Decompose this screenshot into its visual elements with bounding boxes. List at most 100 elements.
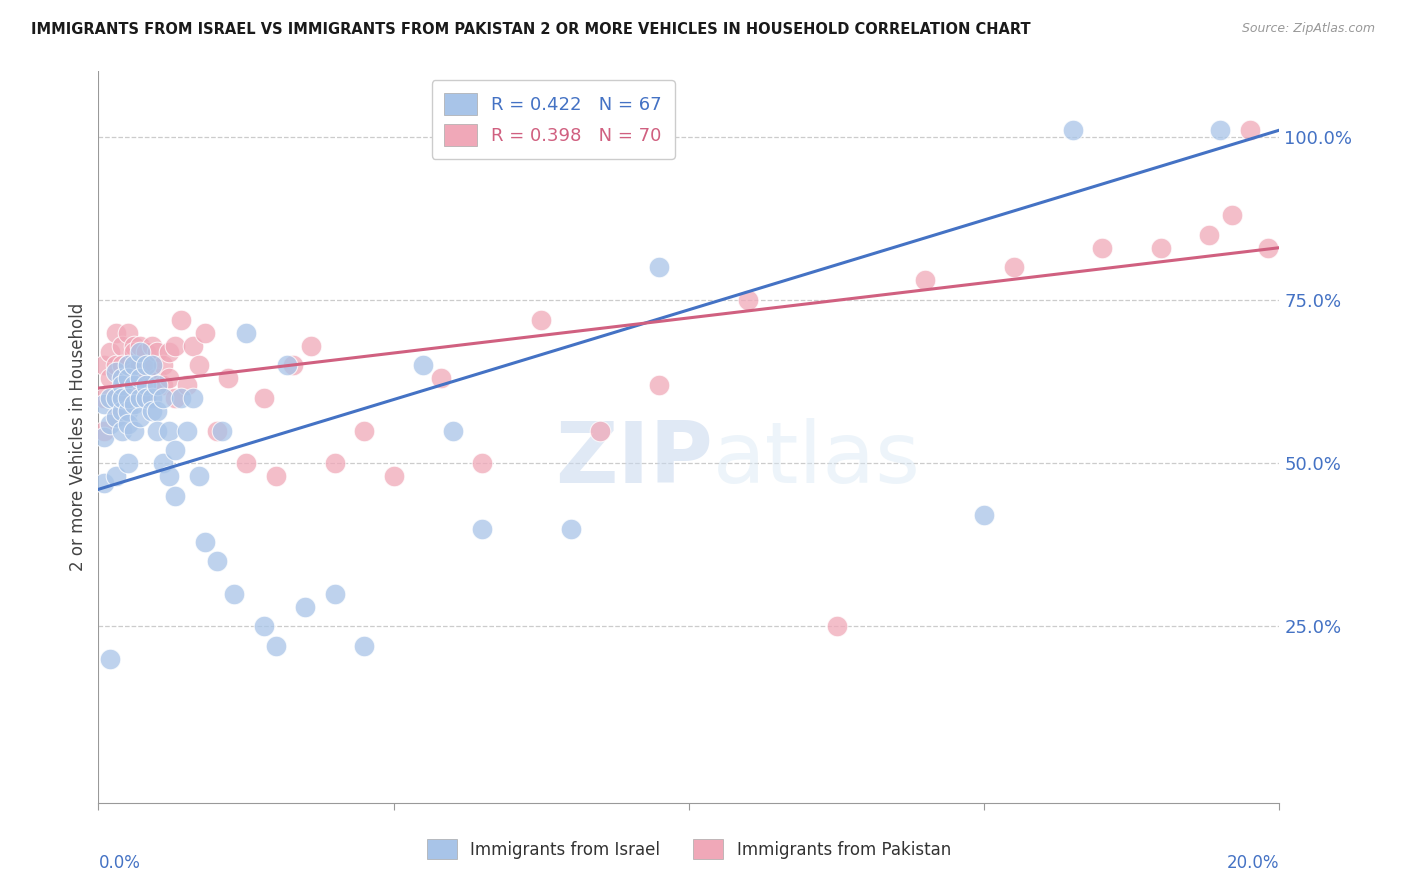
Point bbox=[264, 469, 287, 483]
Point bbox=[253, 619, 276, 633]
Point bbox=[111, 391, 134, 405]
Point bbox=[128, 377, 150, 392]
Point bbox=[122, 377, 145, 392]
Point bbox=[264, 639, 287, 653]
Point bbox=[141, 377, 163, 392]
Point bbox=[1002, 260, 1025, 275]
Point bbox=[117, 391, 139, 405]
Point bbox=[117, 417, 139, 431]
Point bbox=[471, 456, 494, 470]
Point bbox=[111, 371, 134, 385]
Point bbox=[441, 424, 464, 438]
Point bbox=[98, 371, 121, 385]
Point bbox=[323, 587, 346, 601]
Point bbox=[111, 338, 134, 352]
Point bbox=[165, 391, 187, 405]
Point bbox=[165, 338, 187, 352]
Point bbox=[648, 260, 671, 275]
Point bbox=[181, 338, 204, 352]
Point bbox=[1209, 123, 1232, 137]
Point bbox=[122, 358, 145, 372]
Point bbox=[105, 469, 128, 483]
Point bbox=[135, 345, 157, 359]
Point bbox=[146, 404, 169, 418]
Point bbox=[1257, 241, 1279, 255]
Point bbox=[157, 371, 180, 385]
Point bbox=[117, 371, 139, 385]
Point bbox=[122, 365, 145, 379]
Point bbox=[530, 312, 553, 326]
Point bbox=[117, 358, 139, 372]
Point bbox=[1062, 123, 1084, 137]
Point bbox=[187, 469, 209, 483]
Point bbox=[98, 652, 121, 666]
Point bbox=[471, 521, 494, 535]
Point bbox=[152, 377, 174, 392]
Point bbox=[211, 424, 233, 438]
Point bbox=[117, 326, 139, 340]
Point bbox=[1239, 123, 1261, 137]
Point bbox=[187, 358, 209, 372]
Point bbox=[122, 377, 145, 392]
Point bbox=[217, 371, 239, 385]
Point bbox=[176, 377, 198, 392]
Point bbox=[141, 358, 163, 372]
Point bbox=[105, 365, 128, 379]
Point bbox=[135, 371, 157, 385]
Point bbox=[170, 312, 193, 326]
Point bbox=[914, 273, 936, 287]
Point bbox=[1150, 241, 1173, 255]
Point bbox=[737, 293, 759, 307]
Point bbox=[412, 358, 434, 372]
Point bbox=[128, 371, 150, 385]
Point bbox=[122, 345, 145, 359]
Point bbox=[181, 391, 204, 405]
Point bbox=[152, 358, 174, 372]
Point bbox=[382, 469, 405, 483]
Point bbox=[353, 424, 375, 438]
Point bbox=[323, 456, 346, 470]
Point bbox=[135, 391, 157, 405]
Text: ZIP: ZIP bbox=[555, 417, 713, 500]
Point bbox=[152, 456, 174, 470]
Text: IMMIGRANTS FROM ISRAEL VS IMMIGRANTS FROM PAKISTAN 2 OR MORE VEHICLES IN HOUSEHO: IMMIGRANTS FROM ISRAEL VS IMMIGRANTS FRO… bbox=[31, 22, 1031, 37]
Point bbox=[128, 338, 150, 352]
Point bbox=[194, 534, 217, 549]
Point bbox=[205, 554, 228, 568]
Point bbox=[105, 391, 128, 405]
Point bbox=[135, 377, 157, 392]
Point bbox=[589, 424, 612, 438]
Point bbox=[165, 489, 187, 503]
Text: Source: ZipAtlas.com: Source: ZipAtlas.com bbox=[1241, 22, 1375, 36]
Point bbox=[146, 371, 169, 385]
Point bbox=[93, 397, 115, 411]
Text: 20.0%: 20.0% bbox=[1227, 854, 1279, 872]
Point bbox=[294, 599, 316, 614]
Point bbox=[235, 456, 257, 470]
Point bbox=[93, 424, 115, 438]
Point bbox=[176, 424, 198, 438]
Point bbox=[111, 371, 134, 385]
Point bbox=[105, 358, 128, 372]
Text: 0.0%: 0.0% bbox=[98, 854, 141, 872]
Point bbox=[111, 424, 134, 438]
Point bbox=[98, 345, 121, 359]
Point bbox=[973, 508, 995, 523]
Point bbox=[283, 358, 305, 372]
Point bbox=[98, 391, 121, 405]
Legend: Immigrants from Israel, Immigrants from Pakistan: Immigrants from Israel, Immigrants from … bbox=[419, 830, 959, 868]
Point bbox=[93, 358, 115, 372]
Point bbox=[170, 391, 193, 405]
Point bbox=[157, 424, 180, 438]
Point bbox=[353, 639, 375, 653]
Point bbox=[105, 326, 128, 340]
Point bbox=[128, 391, 150, 405]
Point bbox=[1198, 227, 1220, 242]
Point bbox=[648, 377, 671, 392]
Point bbox=[122, 338, 145, 352]
Point bbox=[105, 410, 128, 425]
Text: atlas: atlas bbox=[713, 417, 921, 500]
Point bbox=[560, 521, 582, 535]
Point bbox=[146, 377, 169, 392]
Point bbox=[98, 417, 121, 431]
